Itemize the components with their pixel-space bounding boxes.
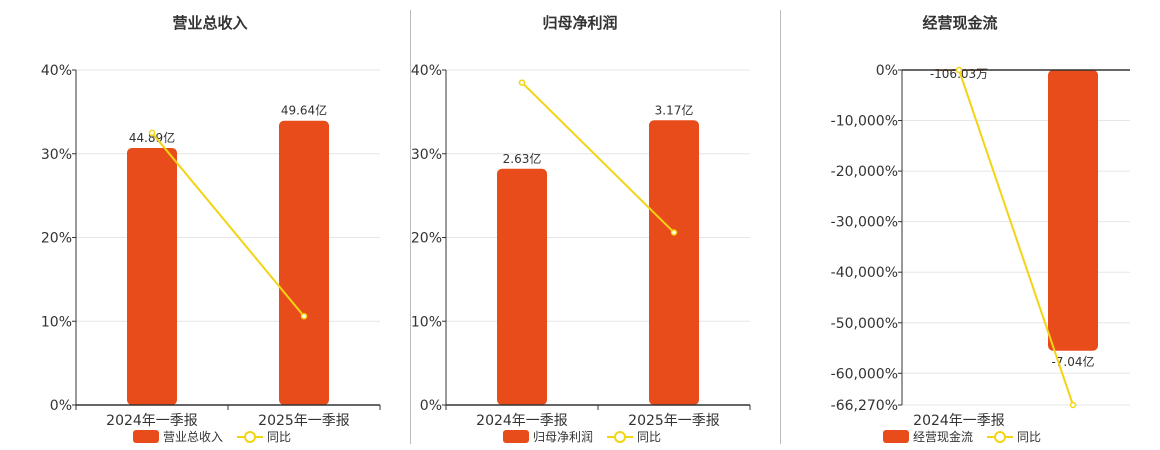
y-tick-label: -30,000% <box>831 215 898 231</box>
chart-title-net-profit: 归母净利润 <box>542 14 618 32</box>
bar-value-label: 3.17亿 <box>655 102 694 117</box>
y-tick-label: 40% <box>411 63 442 79</box>
legend-revenue[interactable]: 营业总收入 同比 <box>133 427 291 445</box>
y-tick-label: -10,000% <box>831 114 898 130</box>
y-tick-label: 40% <box>41 63 72 79</box>
legend-line-swatch <box>237 430 264 443</box>
yoy-line <box>521 81 675 234</box>
x-category-label: 2025年一季报 <box>258 413 350 429</box>
yoy-point <box>148 129 156 137</box>
bar <box>649 120 699 405</box>
y-tick-label: 0% <box>876 63 898 79</box>
yoy-line <box>151 132 305 317</box>
x-category-label: 2024年一季报 <box>106 413 198 429</box>
legend-bar-label: 归母净利润 <box>533 429 594 444</box>
yoy-line <box>958 69 1074 406</box>
bar-value-label: 2.63亿 <box>503 151 542 166</box>
chart-title-operating-cashflow: 经营现金流 <box>922 14 998 32</box>
y-tick-label: -20,000% <box>831 164 898 180</box>
x-category-label: 2025年一季报 <box>628 413 720 429</box>
panel-divider <box>780 10 781 444</box>
x-category-label: 2024年一季报 <box>913 413 1005 429</box>
y-tick-label: 20% <box>411 231 442 247</box>
bar <box>1048 70 1098 351</box>
bar-value-label: 44.89亿 <box>129 130 175 145</box>
bar <box>279 120 329 405</box>
legend-bar-swatch <box>133 429 159 443</box>
legend-bar-swatch <box>883 429 909 443</box>
legend-line-label: 同比 <box>267 429 292 444</box>
y-tick-label: -50,000% <box>831 316 898 332</box>
y-tick-label: 30% <box>411 147 442 163</box>
y-tick-label: 10% <box>411 314 442 330</box>
legend-bar-label: 营业总收入 <box>163 429 224 444</box>
bar-value-label: -7.04亿 <box>1051 354 1094 369</box>
y-tick-label: -40,000% <box>831 265 898 281</box>
y-tick-label: 30% <box>41 147 72 163</box>
legend-line-label: 同比 <box>1017 429 1042 444</box>
legend-line-swatch <box>607 430 634 443</box>
legend-line-label: 同比 <box>637 429 662 444</box>
y-tick-label: -60,000% <box>831 366 898 382</box>
panel-divider <box>410 10 411 444</box>
yoy-point <box>1069 401 1077 409</box>
y-tick-label: 0% <box>50 398 72 414</box>
chart-title-revenue: 营业总收入 <box>172 14 248 32</box>
legend-net-profit[interactable]: 归母净利润 同比 <box>503 427 661 445</box>
y-tick-label: 20% <box>41 231 72 247</box>
yoy-point <box>955 66 963 74</box>
legend-operating-cashflow[interactable]: 经营现金流 同比 <box>883 427 1041 445</box>
y-tick-label: 10% <box>41 314 72 330</box>
legend-line-swatch <box>987 430 1014 443</box>
yoy-point <box>300 312 308 320</box>
y-tick-label: -66,270% <box>831 398 898 414</box>
bar-value-label: 49.64亿 <box>281 103 327 118</box>
bar <box>127 147 177 405</box>
yoy-point <box>518 79 526 86</box>
bar <box>497 168 547 405</box>
yoy-point <box>670 229 678 236</box>
legend-bar-swatch <box>503 429 529 443</box>
x-category-label: 2024年一季报 <box>476 413 568 429</box>
legend-bar-label: 经营现金流 <box>913 429 974 444</box>
y-tick-label: 0% <box>420 398 442 414</box>
